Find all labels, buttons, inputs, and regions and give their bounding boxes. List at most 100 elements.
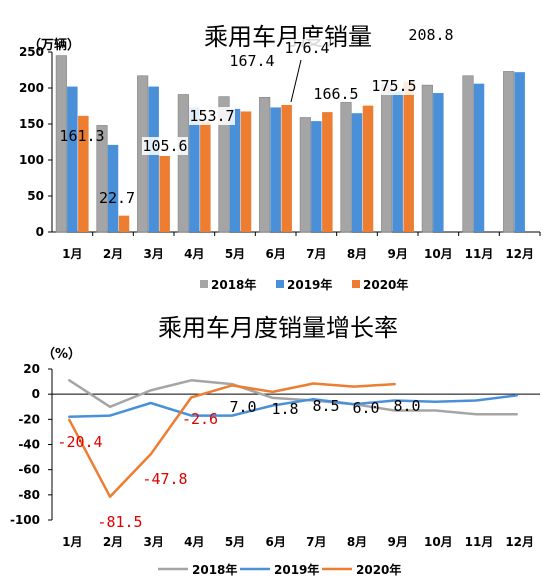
line-x-tick-label: 7月 — [306, 535, 326, 549]
bar-y-tick-label: 150 — [19, 117, 44, 131]
bar-y-tick-label: 250 — [19, 45, 44, 59]
bar-data-label-2020: 161.3 — [59, 127, 104, 145]
line-data-label-2020: -20.4 — [57, 433, 102, 451]
line-series-2018 — [68, 379, 518, 416]
bar-x-tick-label: 8月 — [347, 247, 367, 261]
line-chart-title: 乘用车月度销量增长率 — [158, 314, 398, 342]
bar-2018-5 — [218, 96, 230, 233]
bar-2018-6 — [259, 97, 271, 233]
line-x-tick-label: 10月 — [424, 535, 453, 549]
line-series-2019 — [68, 394, 518, 419]
bar-2019-6 — [270, 107, 281, 232]
bar-2020-8 — [362, 105, 374, 232]
line-x-tick-label: 12月 — [505, 535, 534, 549]
line-data-label-2020: 6.0 — [352, 399, 379, 417]
line-data-label-2020: -47.8 — [142, 470, 187, 488]
bar-x-tick-label: 2月 — [103, 247, 123, 261]
bar-2020-4 — [200, 121, 211, 232]
bar-2018-12 — [503, 71, 515, 233]
bar-y-tick-label: 100 — [19, 153, 44, 167]
bar-x-tick-label: 10月 — [424, 247, 453, 261]
bar-data-label-2020: 167.4 — [229, 52, 274, 70]
bar-x-tick-label: 12月 — [505, 247, 534, 261]
line-y-tick-label: -40 — [18, 438, 40, 452]
bar-x-tick-label: 9月 — [387, 247, 407, 261]
legend-swatch-2020 — [352, 280, 360, 288]
line-x-tick-label: 8月 — [347, 535, 367, 549]
line-data-label-2020: -2.6 — [182, 410, 218, 428]
bar-label-bg — [189, 107, 235, 125]
line-x-tick-label: 9月 — [387, 535, 407, 549]
line-chart-unit: （%） — [42, 346, 81, 362]
legend-label-2020: 2020年 — [363, 277, 408, 292]
line-x-tick-label: 11月 — [465, 535, 494, 549]
bar-data-label-2020: 22.7 — [99, 189, 135, 207]
bar-y-tick-label: 50 — [27, 189, 44, 203]
line-x-tick-label: 1月 — [62, 535, 82, 549]
legend-swatch-2018 — [200, 280, 208, 288]
bar-2019-12 — [514, 72, 525, 232]
bar-2020-2 — [118, 215, 130, 232]
bar-2019-5 — [229, 108, 241, 232]
bar-x-tick-label: 4月 — [184, 247, 204, 261]
bar-data-label-2020: 176.4 — [284, 39, 329, 57]
bar-x-tick-label: 11月 — [465, 247, 494, 261]
line-data-label-2020: 8.0 — [393, 397, 420, 415]
bar-x-tick-label: 3月 — [143, 247, 163, 261]
line-data-label-2020: -81.5 — [97, 513, 142, 531]
bar-label-bg — [142, 137, 188, 155]
bar-x-tick-label: 1月 — [62, 247, 82, 261]
line-legend-label-2019: 2019年 — [274, 562, 319, 577]
bar-2019-4 — [189, 107, 200, 232]
line-x-tick-label: 5月 — [225, 535, 245, 549]
bar-2019-9 — [392, 91, 403, 232]
line-legend-label-2020: 2020年 — [356, 562, 401, 577]
bar-2018-7 — [299, 117, 311, 233]
line-y-tick-label: -80 — [18, 488, 40, 502]
bar-data-label-2020: 175.5 — [371, 77, 416, 95]
bar-2019-2 — [107, 144, 119, 232]
bar-2020-9 — [403, 81, 414, 232]
line-y-tick-label: -20 — [18, 412, 40, 426]
bar-2020-5 — [240, 111, 252, 232]
bar-label-bg — [284, 39, 330, 57]
bar-2020-6 — [281, 104, 292, 232]
bar-label-bg — [229, 52, 275, 70]
bar-x-tick-label: 5月 — [225, 247, 245, 261]
line-y-tick-label: -100 — [10, 513, 40, 527]
line-data-label-2020: 1.8 — [271, 400, 298, 418]
bar-x-tick-label: 6月 — [265, 247, 285, 261]
bar-label-bg — [371, 77, 417, 95]
bar-2019-7 — [311, 121, 322, 232]
line-y-tick-label: 20 — [23, 362, 40, 376]
bar-2018-10 — [421, 84, 433, 233]
bar-2019-3 — [148, 86, 159, 232]
line-x-tick-label: 4月 — [184, 535, 204, 549]
line-series-2020 — [68, 382, 396, 498]
line-data-label-2020: 8.5 — [312, 397, 339, 415]
bar-2018-4 — [177, 94, 189, 233]
bar-2020-7 — [322, 112, 333, 232]
bar-2020-1 — [78, 115, 89, 232]
bar-2020-3 — [159, 155, 170, 232]
line-data-label-2020: 7.0 — [229, 398, 256, 416]
line-y-tick-label: 0 — [32, 387, 40, 401]
bar-data-label-2020: 208.8 — [408, 26, 453, 44]
bar-2019-11 — [473, 83, 485, 233]
bar-2018-9 — [381, 84, 393, 233]
bar-2019-8 — [351, 113, 363, 232]
bar-data-label-2020: 105.6 — [142, 137, 187, 155]
bar-label-leader-line — [290, 59, 302, 103]
bar-2018-2 — [96, 125, 108, 233]
bar-chart-unit: （万辆） — [28, 37, 80, 53]
bar-y-tick-label: 0 — [36, 225, 44, 239]
line-y-tick-label: -60 — [18, 463, 40, 477]
legend-swatch-2019 — [276, 280, 284, 288]
legend-label-2018: 2018年 — [211, 277, 256, 292]
bar-data-label-2020: 166.5 — [313, 85, 358, 103]
bar-2018-1 — [55, 55, 67, 233]
legend-label-2019: 2019年 — [287, 277, 332, 292]
line-x-tick-label: 3月 — [143, 535, 163, 549]
bar-2018-11 — [462, 75, 474, 233]
